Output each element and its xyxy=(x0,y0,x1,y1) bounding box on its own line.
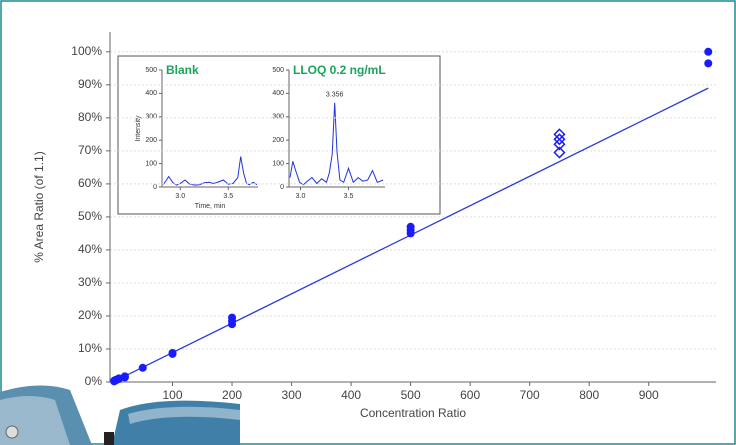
data-point xyxy=(704,59,713,68)
y-axis-label: % Area Ratio (of 1.1) xyxy=(32,151,46,262)
instrument-image xyxy=(0,385,240,445)
y-tick-label: 20% xyxy=(78,308,102,322)
x-tick-label: 100 xyxy=(162,388,182,402)
y-tick-label: 100% xyxy=(71,44,102,58)
y-tick-label: 200 xyxy=(272,137,284,144)
data-point xyxy=(228,313,237,322)
x-axis-label: Concentration Ratio xyxy=(360,406,466,420)
y-tick-label: 300 xyxy=(272,114,284,121)
y-tick-label: 70% xyxy=(78,143,102,157)
x-tick-label: 3.0 xyxy=(296,193,306,200)
x-tick-label: 3.0 xyxy=(175,193,185,200)
y-tick-label: 50% xyxy=(78,209,102,223)
peak-annotation: 3.356 xyxy=(326,92,344,99)
y-tick-label: 100 xyxy=(145,160,157,167)
x-tick-label: 600 xyxy=(460,388,480,402)
y-tick-label: 90% xyxy=(78,77,102,91)
data-point xyxy=(553,128,566,141)
x-tick-label: 800 xyxy=(579,388,599,402)
y-axis-label: Intensity xyxy=(135,115,142,142)
y-tick-label: 0% xyxy=(85,374,103,388)
y-tick-label: 200 xyxy=(145,137,157,144)
x-tick-label: 900 xyxy=(639,388,659,402)
y-tick-label: 500 xyxy=(145,67,157,74)
y-tick-label: 400 xyxy=(272,90,284,97)
x-tick-label: 3.5 xyxy=(223,193,233,200)
y-tick-label: 300 xyxy=(145,114,157,121)
x-tick-label: 300 xyxy=(282,388,302,402)
y-tick-label: 0 xyxy=(280,184,284,191)
y-tick-label: 400 xyxy=(145,90,157,97)
x-tick-label: 200 xyxy=(222,388,242,402)
y-tick-label: 30% xyxy=(78,275,102,289)
x-tick-label: 500 xyxy=(401,388,421,402)
y-tick-label: 80% xyxy=(78,110,102,124)
data-point xyxy=(553,146,566,159)
x-tick-label: 400 xyxy=(341,388,361,402)
y-tick-label: 60% xyxy=(78,176,102,190)
data-point xyxy=(138,363,147,372)
y-tick-label: 500 xyxy=(272,67,284,74)
data-point xyxy=(168,348,177,357)
panel-title: Blank xyxy=(166,63,199,77)
y-tick-label: 40% xyxy=(78,242,102,256)
panel-title: LLOQ 0.2 ng/mL xyxy=(293,63,386,77)
data-point xyxy=(406,222,415,231)
data-point xyxy=(120,372,129,381)
data-point xyxy=(704,47,713,56)
y-tick-label: 10% xyxy=(78,341,102,355)
x-tick-label: 3.5 xyxy=(344,193,354,200)
inset-box: 0 100 200 300 400 500 3.0 3.5 Time, min Intensity… xyxy=(117,55,441,215)
x-tick-label: 700 xyxy=(520,388,540,402)
x-axis-label: Time, min xyxy=(195,203,226,210)
chromatogram-line xyxy=(162,156,258,186)
data-point xyxy=(553,138,566,151)
data-point xyxy=(553,133,566,146)
y-tick-label: 100 xyxy=(272,160,284,167)
y-tick-label: 0 xyxy=(153,184,157,191)
